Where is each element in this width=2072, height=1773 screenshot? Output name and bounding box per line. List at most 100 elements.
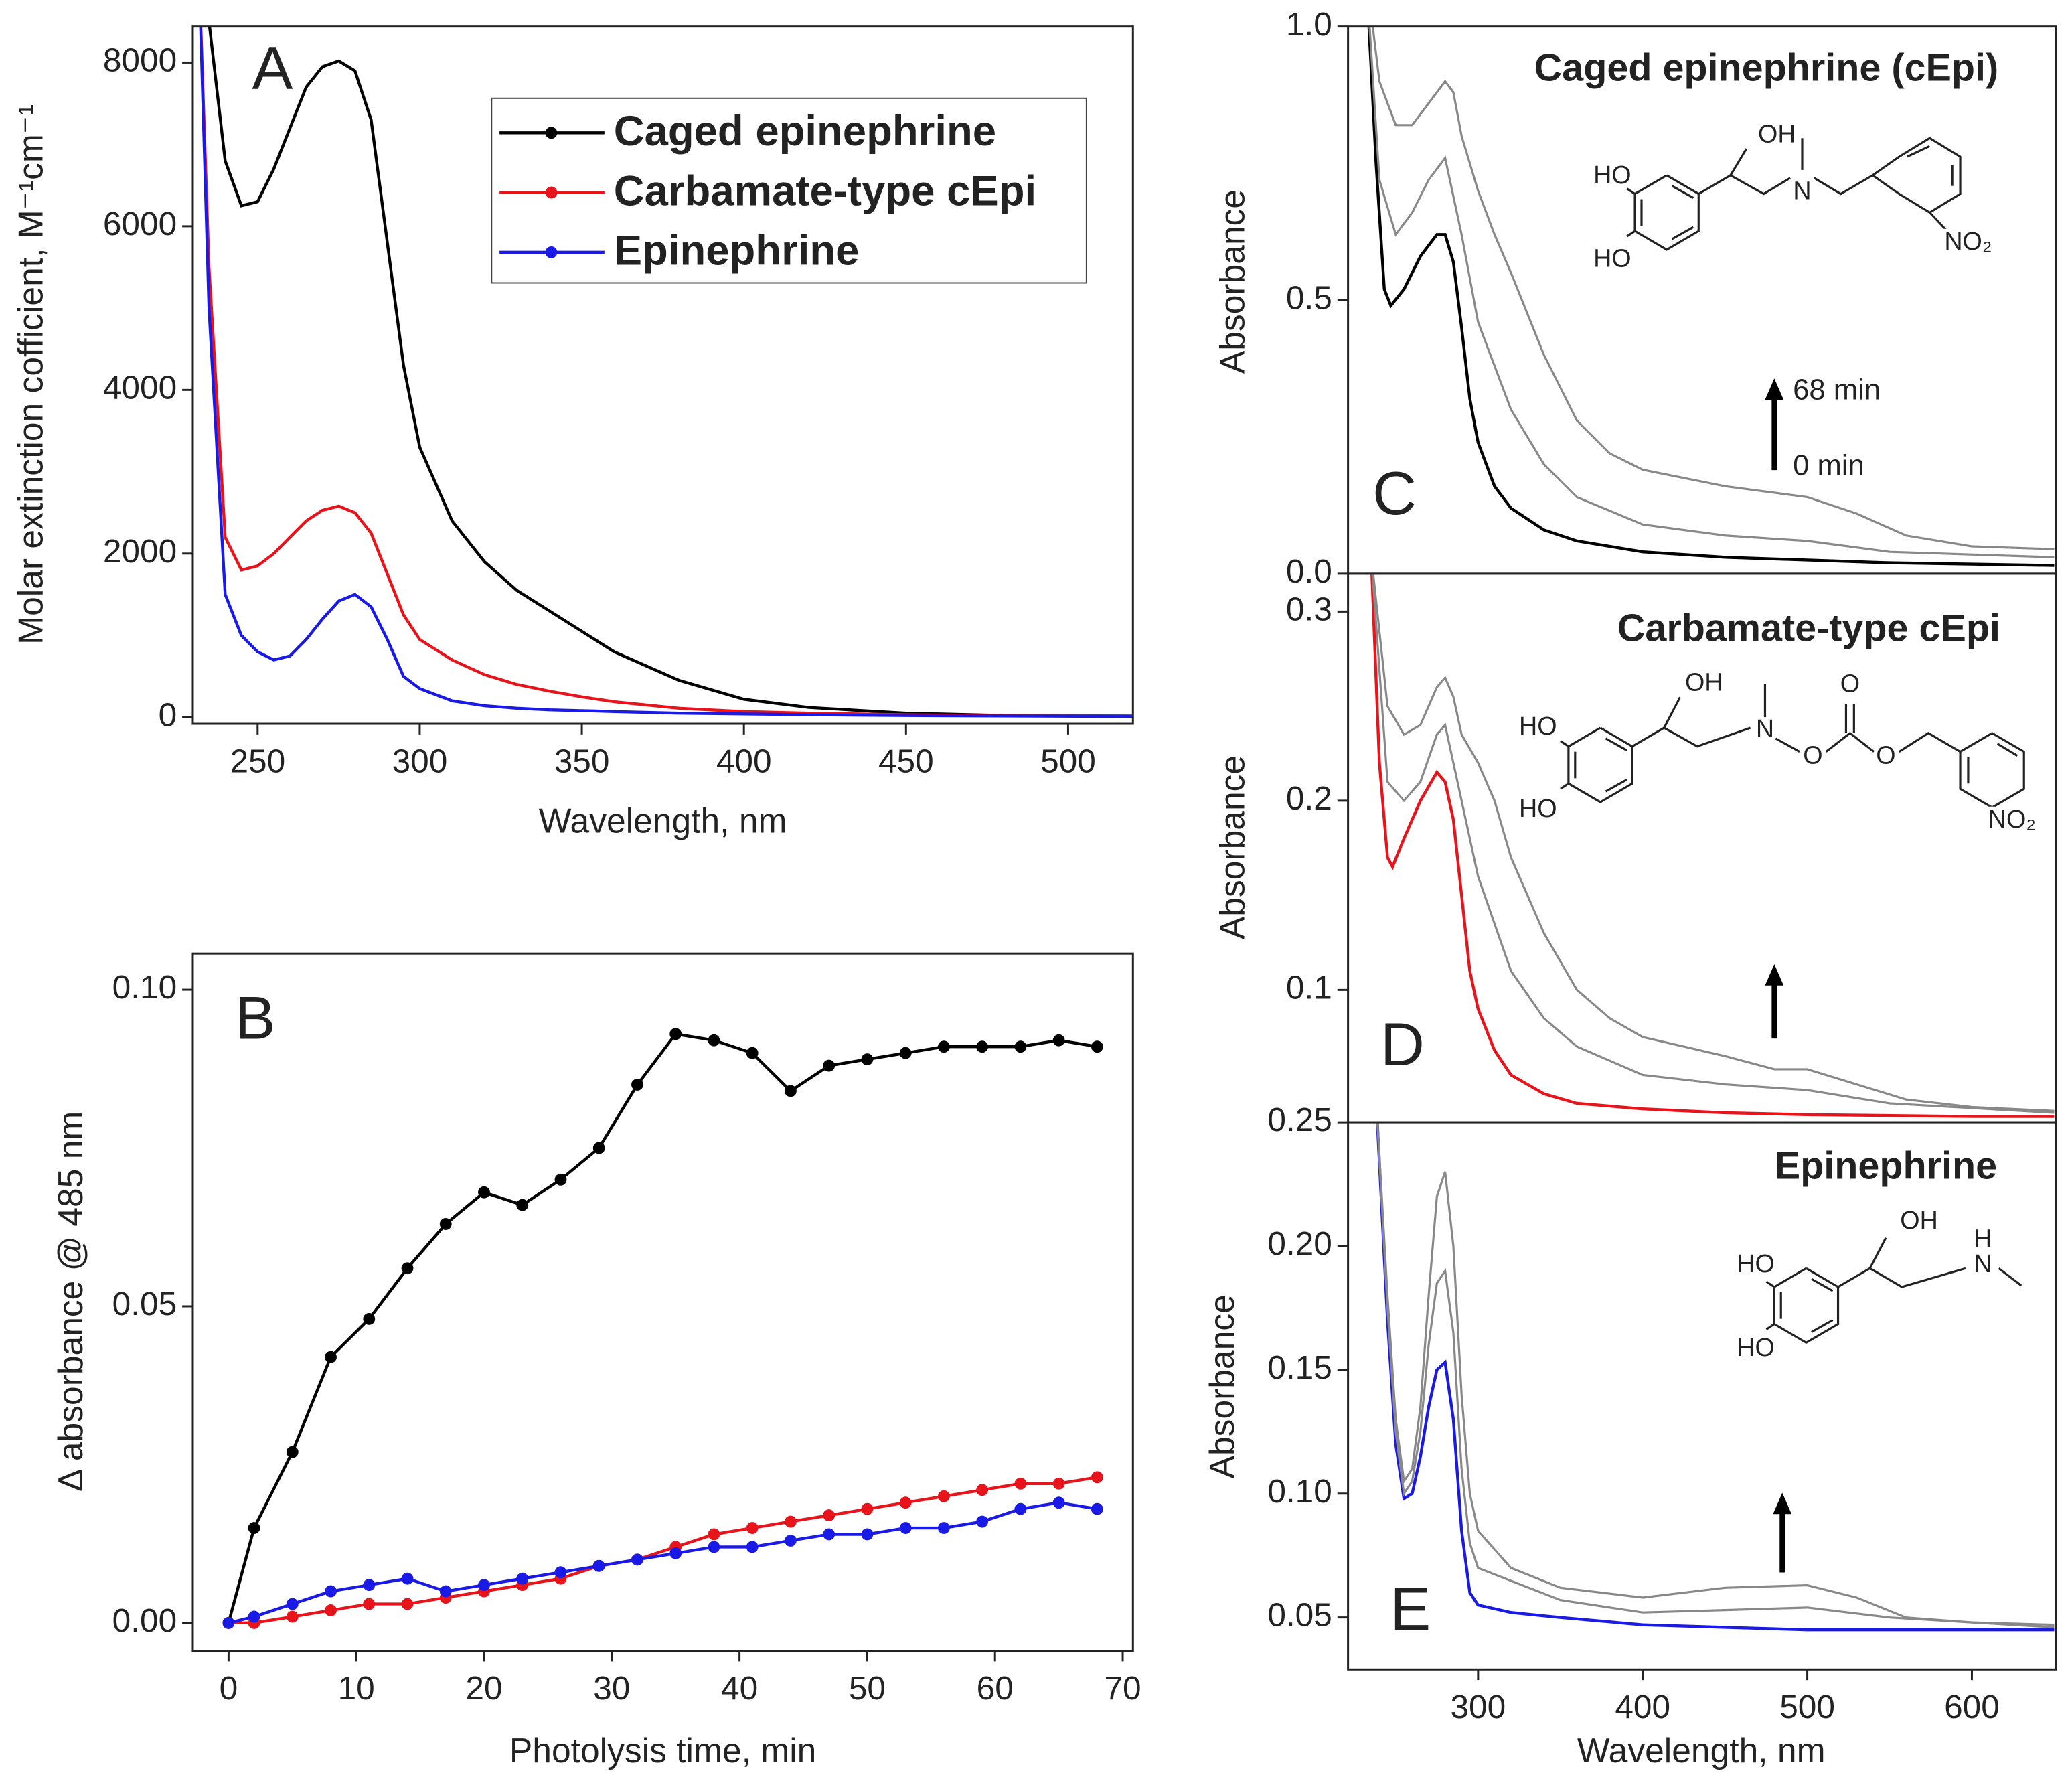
x-tick-label: 300	[392, 743, 448, 780]
structure-label: OH	[1685, 668, 1723, 696]
data-point	[286, 1446, 299, 1458]
data-point	[976, 1040, 989, 1053]
data-point	[1014, 1477, 1027, 1490]
data-point	[746, 1522, 759, 1534]
data-point	[823, 1528, 835, 1541]
plot-frame	[1347, 572, 2057, 1124]
structure-label: HO	[1737, 1249, 1775, 1278]
structure-label: O	[1803, 741, 1822, 769]
structure-label: N	[1756, 714, 1774, 743]
x-tick-label: 400	[716, 743, 772, 780]
structure-bond	[1663, 696, 1681, 728]
structure-bond	[1837, 1267, 1966, 1288]
structure-label: HO	[1519, 712, 1557, 740]
data-point	[1052, 1477, 1065, 1490]
y-axis-label: Absorbance	[1213, 755, 1252, 939]
legend-marker	[545, 246, 558, 258]
y-tick-label: 0.10	[1267, 1472, 1332, 1510]
data-point	[1091, 1502, 1103, 1515]
data-point	[669, 1028, 682, 1040]
data-point	[401, 1572, 414, 1585]
structure-bond	[1765, 1280, 1775, 1288]
data-point	[861, 1528, 874, 1541]
structure-label: OH	[1900, 1206, 1938, 1234]
data-point	[363, 1598, 376, 1610]
panel-label: C	[1372, 459, 1417, 528]
structure-label: H	[1974, 1225, 1992, 1253]
y-tick-label: 0.2	[1286, 779, 1332, 817]
data-point	[325, 1604, 337, 1616]
structure-bond	[1560, 740, 1569, 748]
plot-frame	[1347, 25, 2057, 575]
structure-label: HO	[1737, 1333, 1775, 1361]
data-point	[1052, 1496, 1065, 1509]
structure-bond	[1633, 174, 1700, 251]
data-point	[554, 1173, 567, 1186]
legend-marker	[545, 127, 558, 139]
arrow-label: 68 min	[1793, 374, 1881, 406]
plot-frame	[191, 952, 1134, 1652]
data-point	[937, 1490, 950, 1502]
data-point	[401, 1262, 414, 1275]
series-line	[199, 26, 1133, 718]
y-tick-label: 1.0	[1286, 5, 1332, 43]
data-point	[286, 1610, 299, 1623]
structure-bond	[1671, 185, 1694, 199]
x-tick-label: 250	[230, 743, 285, 780]
y-tick-label: 0.05	[1267, 1596, 1332, 1634]
data-point	[1014, 1502, 1027, 1515]
series-line	[227, 1032, 1098, 1624]
structure-bond	[1773, 1267, 1840, 1344]
structure-bond	[1814, 174, 1873, 196]
y-tick-label: 6000	[103, 205, 177, 242]
data-point	[592, 1142, 605, 1154]
structure-bond	[1605, 737, 1627, 752]
plot-lines	[199, 26, 1133, 718]
x-tick-label: 350	[554, 743, 610, 780]
y-tick-label: 0.00	[112, 1602, 177, 1639]
series-line	[228, 1476, 1098, 1625]
structure-bond	[1560, 782, 1569, 790]
data-point	[325, 1351, 337, 1363]
y-tick-label: 0.1	[1286, 968, 1332, 1006]
data-point	[554, 1566, 567, 1579]
data-point	[222, 1616, 235, 1629]
data-point	[937, 1040, 950, 1053]
x-axis-label: Wavelength, nm	[539, 801, 787, 840]
panel-label: D	[1380, 1010, 1425, 1079]
y-tick-label: 0.0	[1286, 552, 1332, 590]
x-tick-label: 300	[1450, 1688, 1506, 1725]
y-tick-label: 0.3	[1286, 590, 1332, 627]
y-tick-label: 2000	[103, 532, 177, 570]
chart-title: Caged epinephrine (cEpi)	[1534, 46, 1998, 89]
y-tick-label: 0.05	[112, 1285, 177, 1322]
y-tick-label: 0.10	[112, 968, 177, 1006]
data-point	[976, 1515, 989, 1528]
series-line	[1376, 1122, 2055, 1628]
legend-marker	[545, 186, 558, 199]
structure-label: HO	[1593, 244, 1631, 273]
y-tick-label: 0.15	[1267, 1348, 1332, 1386]
x-tick-label: 50	[849, 1669, 886, 1707]
x-tick-label: 20	[465, 1669, 502, 1707]
structure-bond	[1998, 1267, 2022, 1287]
structure-bond	[1729, 148, 1748, 176]
arrow-head	[1773, 1492, 1792, 1515]
data-point	[746, 1047, 759, 1059]
series-line	[208, 26, 1133, 718]
structure-label: HO	[1593, 161, 1631, 189]
y-tick-label: 0.25	[1267, 1101, 1332, 1138]
data-point	[899, 1522, 912, 1534]
structure-label: N	[1793, 177, 1811, 205]
data-point	[899, 1047, 912, 1059]
structure-bond	[1631, 726, 1751, 748]
plot-lines	[1367, 26, 2055, 567]
data-point	[823, 1509, 835, 1522]
structure-label: OH	[1758, 119, 1796, 147]
legend-label: Epinephrine	[614, 228, 860, 275]
series-line	[228, 1500, 1098, 1624]
structure-bond	[1626, 187, 1636, 195]
data-point	[899, 1496, 912, 1509]
x-tick-label: 400	[1615, 1688, 1670, 1725]
structure-label: O	[1840, 669, 1860, 697]
